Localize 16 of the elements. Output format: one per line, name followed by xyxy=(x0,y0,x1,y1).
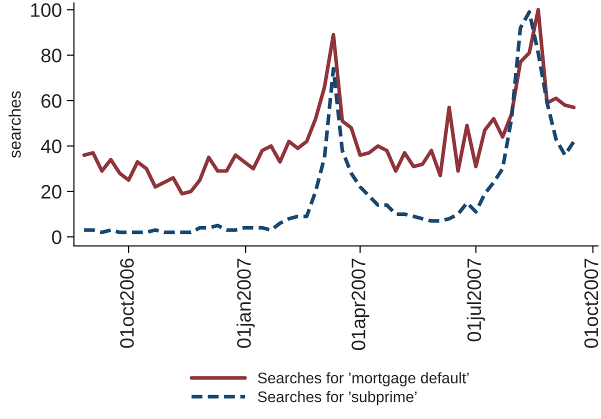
x-tick-label: 01jan2007 xyxy=(236,258,255,348)
x-tick-label: 01oct2006 xyxy=(120,258,134,348)
line-series xyxy=(82,8,576,196)
x-tick-label: 01oct2007 xyxy=(584,258,598,348)
y-axis-title: searches xyxy=(8,91,21,158)
y-tick-label: 60 xyxy=(41,94,62,108)
y-tick-label: 80 xyxy=(41,48,62,62)
y-tick-label: 100 xyxy=(31,3,62,17)
legend-label: Searches for ’mortgage default’ xyxy=(258,372,469,386)
y-tick-label: 40 xyxy=(40,139,62,154)
line-series xyxy=(82,10,576,234)
y-tick-label: 0 xyxy=(52,230,62,244)
legend-label: Searches for ’subprime’ xyxy=(258,391,417,406)
x-tick-label: 01jul2007 xyxy=(466,258,485,342)
y-tick-label: 20 xyxy=(41,184,62,199)
x-tick-label: 01apr2007 xyxy=(352,258,370,350)
